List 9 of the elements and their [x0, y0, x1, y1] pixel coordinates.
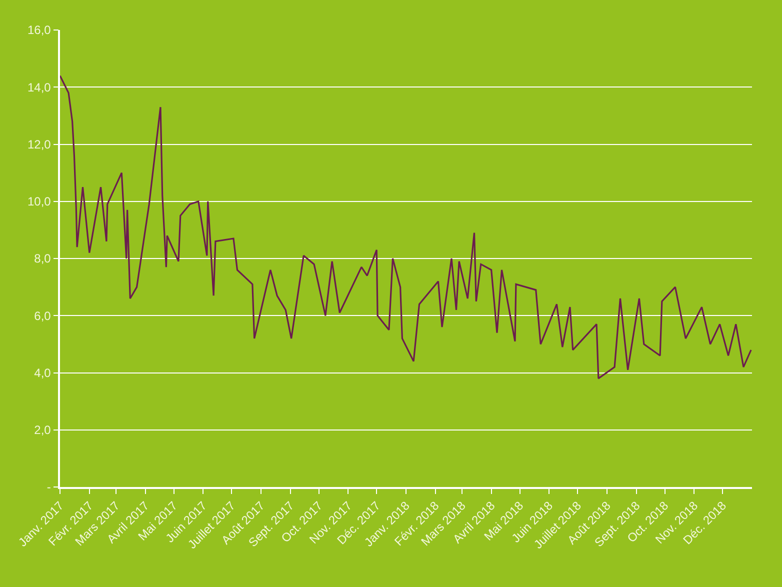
- y-tick-label: 14,0: [27, 80, 52, 94]
- y-tick-label: 10,0: [27, 194, 52, 209]
- y-tick-label: -: [46, 480, 51, 494]
- y-tick-label: 4,0: [34, 366, 52, 380]
- y-tick-label: 12,0: [27, 137, 52, 152]
- y-tick-label: 6,0: [34, 308, 52, 323]
- y-tick-label: 8,0: [34, 252, 52, 266]
- y-tick-label: 2,0: [34, 423, 52, 438]
- y-tick-label: 16,0: [27, 23, 52, 38]
